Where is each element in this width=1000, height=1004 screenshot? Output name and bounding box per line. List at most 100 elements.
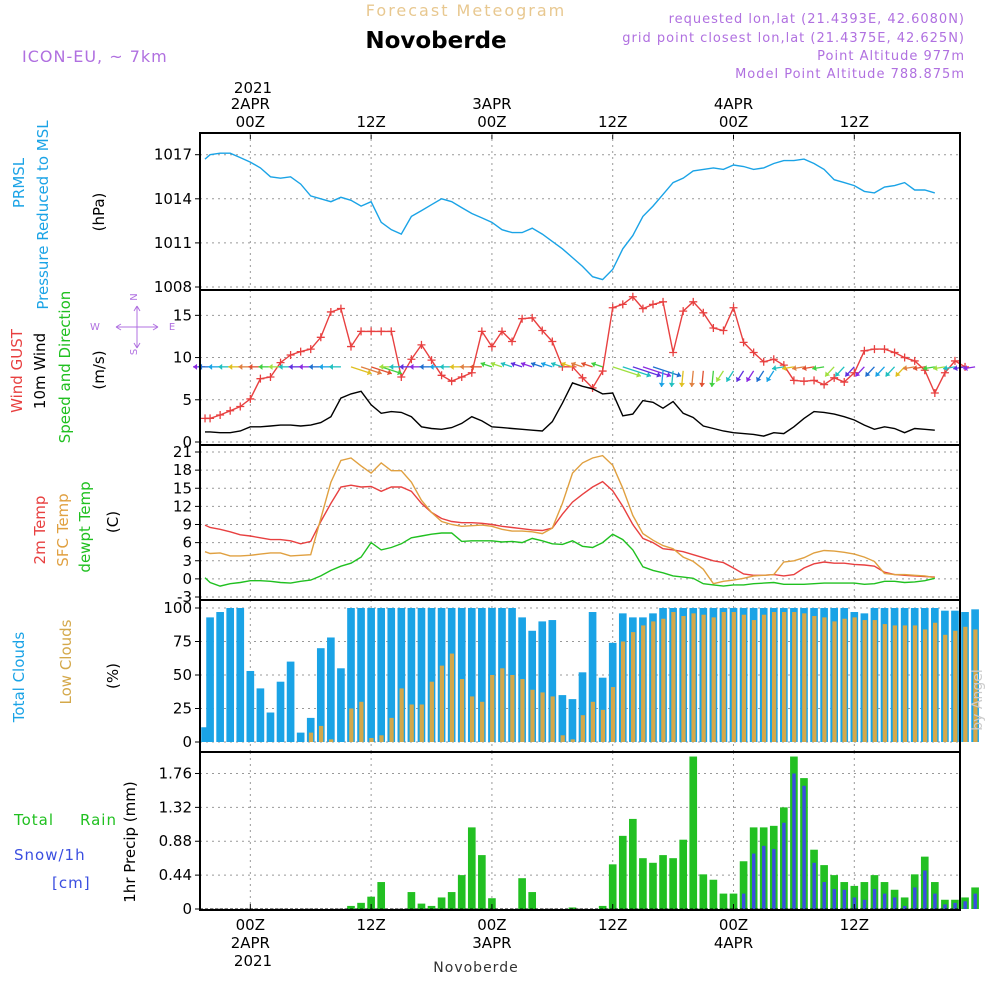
low-cloud-bar <box>419 704 424 742</box>
low-cloud-bar <box>701 614 706 742</box>
wind-arrowhead <box>193 363 198 370</box>
point-altitude: Point Altitude 977m <box>817 49 965 64</box>
snow-bar <box>772 848 776 909</box>
rain-bar <box>860 882 869 909</box>
precip-label-cm: [cm] <box>52 874 91 892</box>
top-hour-label: 12Z <box>356 113 385 131</box>
low-cloud-bar <box>882 624 887 742</box>
gust-marker <box>367 327 376 336</box>
rain-bar <box>347 905 355 909</box>
low-cloud-bar <box>963 626 968 742</box>
precipitation-ytick-label: 0.88 <box>159 832 192 850</box>
gust-marker <box>236 402 245 411</box>
low-cloud-bar <box>510 675 515 742</box>
total-cloud-bar <box>216 612 224 742</box>
wind-arrowhead <box>366 369 372 376</box>
wind-arrowhead <box>855 371 861 377</box>
compass-w: W <box>90 322 100 333</box>
wind-arrowhead <box>782 365 787 371</box>
clouds-ytick-label: 75 <box>173 633 192 651</box>
low-cloud-bar <box>349 708 354 742</box>
gust-marker <box>900 353 909 362</box>
bottom-hour-label: 12Z <box>356 916 385 934</box>
top-hour-label: 00Z <box>236 113 265 131</box>
pressure-ytick-label: 1008 <box>154 278 192 296</box>
top-date-label: 2APR <box>231 95 270 113</box>
total-cloud-bar <box>588 612 597 742</box>
top-year: 2021 <box>234 79 272 97</box>
precip-label-snow: Snow/1h <box>14 846 86 864</box>
bottom-hour-label: 00Z <box>477 916 506 934</box>
total-cloud-bar <box>327 637 335 742</box>
temperature-line-1 <box>204 454 935 585</box>
snow-bar <box>913 887 917 909</box>
low-cloud-bar <box>761 614 767 742</box>
compass-e: E <box>169 322 175 333</box>
gust-marker <box>336 304 345 313</box>
rain-bar <box>367 896 375 909</box>
low-cloud-bar <box>721 612 726 742</box>
gust-marker <box>417 340 426 349</box>
low-cloud-bar <box>933 622 938 742</box>
wind-arrowhead <box>875 371 881 377</box>
wind-arrowhead <box>666 371 672 378</box>
snow-bar <box>792 773 796 909</box>
wind-arrowhead <box>278 363 283 370</box>
temp-unit: (C) <box>104 511 122 533</box>
rain-bar <box>669 858 677 909</box>
wind-arrowhead <box>923 365 928 371</box>
gust-marker <box>820 380 829 389</box>
wind-arrow <box>642 366 672 377</box>
rain-bar <box>518 878 526 909</box>
gust-marker <box>256 374 265 383</box>
low-cloud-bar <box>691 613 696 742</box>
low-cloud-bar <box>631 632 636 742</box>
temp-labels: 2m Temp SFC Temp dewpt Temp (C) <box>31 481 122 572</box>
wind-arrowhead <box>953 365 958 371</box>
wind-arrow <box>632 366 662 377</box>
low-cloud-bar <box>530 689 535 742</box>
pressure-frame <box>199 132 961 291</box>
snow-bar <box>933 893 937 909</box>
snow-bar <box>842 889 847 909</box>
rain-bar <box>467 827 476 909</box>
location-title: Novoberde <box>365 28 506 54</box>
gust-marker <box>719 326 728 335</box>
low-cloud-bar <box>580 715 585 742</box>
total-cloud-bar <box>407 608 416 742</box>
gust-marker <box>518 314 527 323</box>
rain-bar <box>639 858 647 909</box>
temperature-ytick-label: 0 <box>182 570 192 588</box>
temperature-ytick-label: -3 <box>177 588 192 606</box>
wind-arrowhead <box>399 363 404 370</box>
wind-arrowhead <box>387 369 392 376</box>
bottom-date-label: 3APR <box>472 934 511 952</box>
rain-bar <box>437 897 446 909</box>
low-cloud-bar <box>329 739 334 742</box>
wind-labels: Wind GUST 10m Wind Speed and Direction (… <box>8 291 175 444</box>
wind-arrowhead <box>510 361 516 368</box>
gust-marker <box>528 313 537 322</box>
wind-unit: (m/s) <box>90 350 108 389</box>
total-cloud-bar <box>286 661 295 742</box>
wind-arrowhead <box>792 365 797 371</box>
wind-arrowhead <box>258 363 263 370</box>
total-cloud-bar <box>201 727 209 742</box>
clouds-ytick-label: 100 <box>163 599 192 617</box>
pressure-ytick-label: 1011 <box>154 234 192 252</box>
gust-marker <box>346 342 355 351</box>
low-cloud-bar <box>600 709 606 742</box>
wind-arrowhead <box>409 363 414 370</box>
wind-ytick-label: 0 <box>182 433 192 451</box>
low-cloud-bar <box>490 675 495 742</box>
wind-arrowhead <box>835 371 841 377</box>
total-cloud-bar <box>397 608 406 742</box>
total-cloud-bar <box>236 608 245 742</box>
low-cloud-bar <box>711 617 716 742</box>
gust-marker <box>508 337 517 346</box>
wind-arrowhead <box>419 363 424 370</box>
wind-arrowhead <box>500 361 506 368</box>
low-cloud-bar <box>520 679 525 742</box>
total-cloud-bar <box>417 608 426 742</box>
wind-arrowhead <box>449 363 454 370</box>
